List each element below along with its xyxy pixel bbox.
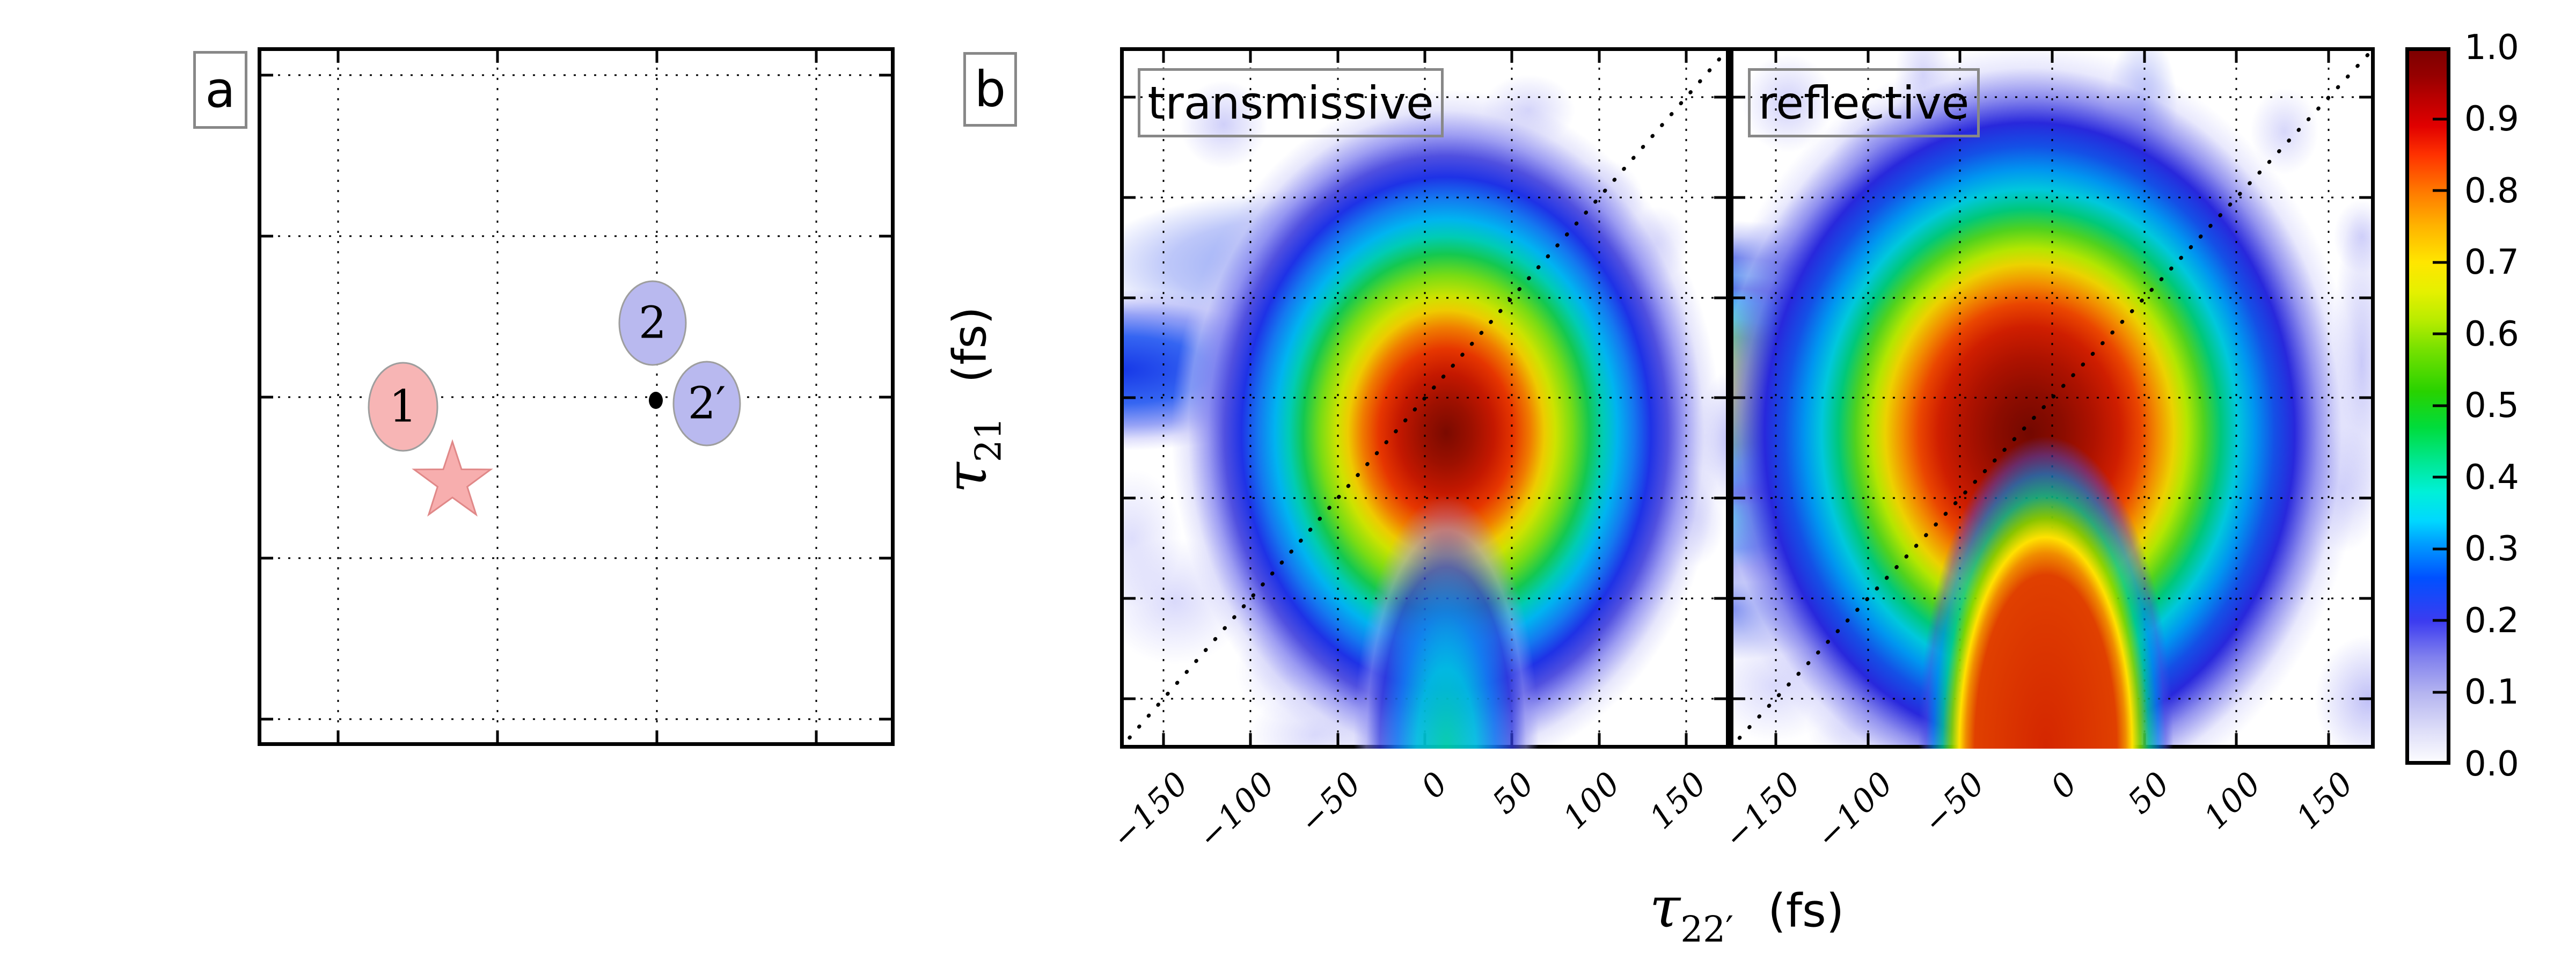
xtick-trans-m50: −50	[1292, 764, 1370, 841]
xtick-refl-0: 0	[2043, 764, 2085, 806]
reflective-title: reflective	[1758, 76, 1970, 129]
reflective-title-box: reflective	[1748, 68, 1980, 137]
panel-a-plot: 1 2 2′	[258, 47, 895, 746]
colorbar	[2405, 47, 2450, 765]
heatmap-transmissive: transmissive	[1120, 47, 1730, 749]
cbar-label-08: 0.8	[2464, 171, 2519, 211]
xtick-trans-0: 0	[1414, 764, 1456, 806]
xtick-trans-100: 100	[1556, 764, 1629, 837]
cbar-label-07: 0.7	[2464, 243, 2519, 282]
xtick-refl-m100: −100	[1809, 764, 1901, 857]
pulse-2p-label: 2′	[688, 378, 726, 429]
pulse-1-label: 1	[389, 382, 417, 433]
cbar-label-04: 0.4	[2464, 458, 2519, 497]
cbar-label-03: 0.3	[2464, 529, 2519, 569]
panel-a-grid	[258, 47, 895, 746]
panel-b-label: b	[974, 61, 1006, 118]
transmissive-title: transmissive	[1147, 76, 1434, 129]
panel-a-label-box: a	[193, 51, 247, 129]
reference-dot	[649, 392, 663, 409]
colorbar-ticks	[2433, 118, 2449, 694]
cbar-label-00: 0.0	[2464, 744, 2519, 784]
heatmap-reflective: reflective	[1730, 47, 2375, 749]
xtick-refl-100: 100	[2197, 764, 2270, 837]
reflective-bottom-lobe	[1730, 433, 2375, 749]
panel-a-frame	[258, 47, 895, 746]
panel-a-ticks	[259, 49, 893, 744]
xtick-trans-150: 150	[1642, 764, 1715, 837]
x-axis-label: τ22′ (fs)	[1650, 875, 1845, 950]
transmissive-bottom-lobe	[1120, 482, 1730, 749]
cbar-label-01: 0.1	[2464, 672, 2519, 712]
xtick-refl-m150: −150	[1716, 764, 1809, 857]
x-axis-symbol: τ	[1649, 874, 1681, 940]
xtick-refl-150: 150	[2289, 764, 2362, 837]
xtick-trans-m150: −150	[1104, 764, 1197, 857]
panel-b-label-box: b	[963, 52, 1017, 127]
pulse-2-circle	[618, 280, 687, 366]
pulse-2-label: 2	[639, 298, 667, 349]
panel-a-canvas: 1 2 2′	[258, 47, 895, 746]
xtick-refl-50: 50	[2120, 764, 2178, 822]
transmissive-diagonal	[1120, 47, 1730, 749]
x-axis-unit: (fs)	[1768, 884, 1845, 938]
cbar-label-02: 0.2	[2464, 601, 2519, 641]
x-axis-subscript: 22′	[1680, 909, 1734, 950]
xtick-refl-m50: −50	[1916, 764, 1993, 841]
y-axis-subscript: 21	[968, 417, 1009, 463]
pulse-2p-circle	[672, 361, 741, 447]
cbar-label-06: 0.6	[2464, 314, 2519, 354]
xtick-trans-50: 50	[1485, 764, 1542, 822]
colorbar-overlay	[2405, 47, 2450, 765]
panel-a-label: a	[205, 61, 236, 119]
y-axis-unit: (fs)	[943, 306, 997, 383]
transmissive-title-box: transmissive	[1138, 68, 1444, 137]
cbar-label-10: 1.0	[2464, 28, 2519, 68]
pulse-1-circle	[368, 362, 438, 452]
cbar-label-09: 0.9	[2464, 99, 2519, 139]
xtick-trans-m100: −100	[1190, 764, 1283, 857]
star-marker	[412, 439, 493, 517]
colorbar-frame	[2405, 47, 2450, 765]
y-axis-label: τ21 (fs)	[934, 306, 1009, 493]
cbar-label-05: 0.5	[2464, 386, 2519, 426]
y-axis-symbol: τ	[933, 462, 999, 493]
